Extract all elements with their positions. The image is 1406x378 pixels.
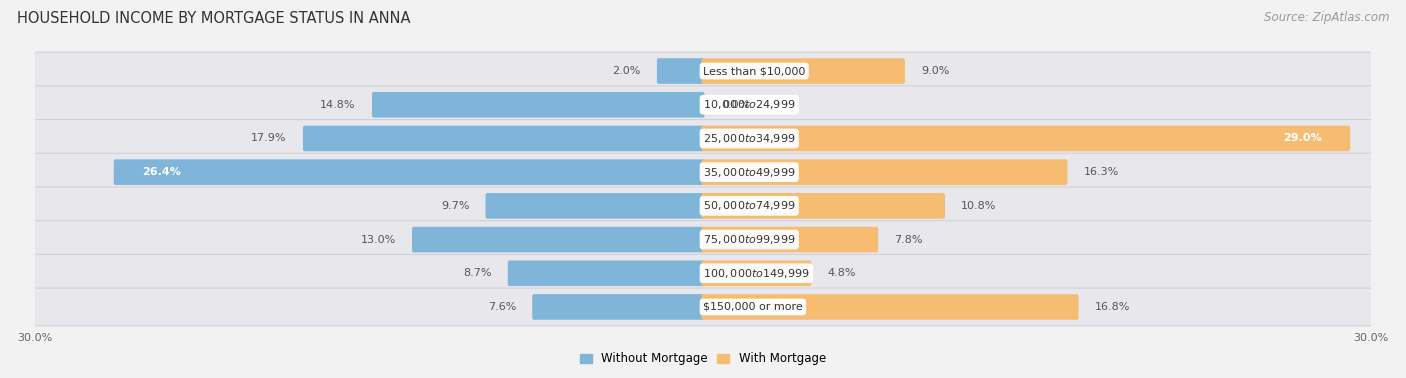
Text: 7.6%: 7.6%	[488, 302, 516, 312]
FancyBboxPatch shape	[702, 260, 811, 286]
FancyBboxPatch shape	[25, 86, 1381, 124]
FancyBboxPatch shape	[508, 260, 704, 286]
Text: $25,000 to $34,999: $25,000 to $34,999	[703, 132, 796, 145]
Text: $50,000 to $74,999: $50,000 to $74,999	[703, 199, 796, 212]
FancyBboxPatch shape	[702, 227, 879, 253]
FancyBboxPatch shape	[533, 294, 704, 320]
Text: 10.8%: 10.8%	[962, 201, 997, 211]
Text: $35,000 to $49,999: $35,000 to $49,999	[703, 166, 796, 179]
FancyBboxPatch shape	[25, 52, 1381, 90]
Legend: Without Mortgage, With Mortgage: Without Mortgage, With Mortgage	[578, 350, 828, 368]
FancyBboxPatch shape	[25, 187, 1381, 225]
Text: $150,000 or more: $150,000 or more	[703, 302, 803, 312]
FancyBboxPatch shape	[702, 160, 1067, 185]
Text: 2.0%: 2.0%	[612, 66, 641, 76]
Text: 16.3%: 16.3%	[1084, 167, 1119, 177]
Text: 14.8%: 14.8%	[321, 100, 356, 110]
FancyBboxPatch shape	[702, 294, 1078, 320]
FancyBboxPatch shape	[25, 288, 1381, 326]
Text: 7.8%: 7.8%	[894, 235, 922, 245]
Text: HOUSEHOLD INCOME BY MORTGAGE STATUS IN ANNA: HOUSEHOLD INCOME BY MORTGAGE STATUS IN A…	[17, 11, 411, 26]
FancyBboxPatch shape	[485, 193, 704, 218]
FancyBboxPatch shape	[412, 227, 704, 253]
Text: 13.0%: 13.0%	[360, 235, 396, 245]
Text: 9.7%: 9.7%	[440, 201, 470, 211]
FancyBboxPatch shape	[657, 58, 704, 84]
Text: Source: ZipAtlas.com: Source: ZipAtlas.com	[1264, 11, 1389, 24]
Text: 26.4%: 26.4%	[142, 167, 181, 177]
Text: 9.0%: 9.0%	[921, 66, 949, 76]
FancyBboxPatch shape	[302, 125, 704, 151]
Text: 8.7%: 8.7%	[463, 268, 492, 278]
FancyBboxPatch shape	[702, 125, 1350, 151]
FancyBboxPatch shape	[114, 160, 704, 185]
Text: 17.9%: 17.9%	[252, 133, 287, 143]
FancyBboxPatch shape	[25, 153, 1381, 191]
FancyBboxPatch shape	[373, 92, 704, 118]
FancyBboxPatch shape	[25, 221, 1381, 259]
FancyBboxPatch shape	[702, 58, 905, 84]
Text: $10,000 to $24,999: $10,000 to $24,999	[703, 98, 796, 111]
FancyBboxPatch shape	[25, 119, 1381, 157]
FancyBboxPatch shape	[702, 193, 945, 218]
Text: 29.0%: 29.0%	[1284, 133, 1322, 143]
Text: $100,000 to $149,999: $100,000 to $149,999	[703, 267, 810, 280]
Text: 4.8%: 4.8%	[828, 268, 856, 278]
Text: Less than $10,000: Less than $10,000	[703, 66, 806, 76]
Text: $75,000 to $99,999: $75,000 to $99,999	[703, 233, 796, 246]
FancyBboxPatch shape	[25, 254, 1381, 292]
Text: 0.0%: 0.0%	[721, 100, 749, 110]
Text: 16.8%: 16.8%	[1095, 302, 1130, 312]
